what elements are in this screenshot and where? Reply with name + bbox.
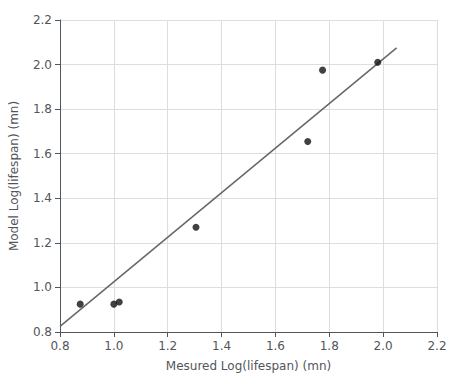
svg-text:0.8: 0.8 (50, 339, 69, 353)
svg-text:1.4: 1.4 (33, 191, 52, 205)
svg-text:2.0: 2.0 (33, 58, 52, 72)
svg-text:1.8: 1.8 (320, 339, 339, 353)
svg-text:1.0: 1.0 (33, 280, 52, 294)
svg-text:1.4: 1.4 (212, 339, 231, 353)
svg-text:1.2: 1.2 (158, 339, 177, 353)
svg-text:1.0: 1.0 (104, 339, 123, 353)
svg-text:1.6: 1.6 (33, 147, 52, 161)
svg-text:1.2: 1.2 (33, 236, 52, 250)
svg-text:2.2: 2.2 (427, 339, 446, 353)
svg-text:2.2: 2.2 (33, 13, 52, 27)
svg-text:0.8: 0.8 (33, 325, 52, 339)
svg-text:Mesured Log(lifespan) (mn): Mesured Log(lifespan) (mn) (166, 359, 331, 373)
svg-text:1.6: 1.6 (266, 339, 285, 353)
svg-text:1.8: 1.8 (33, 102, 52, 116)
svg-text:Model Log(lifespan) (mn): Model Log(lifespan) (mn) (7, 101, 21, 251)
svg-text:2.0: 2.0 (374, 339, 393, 353)
